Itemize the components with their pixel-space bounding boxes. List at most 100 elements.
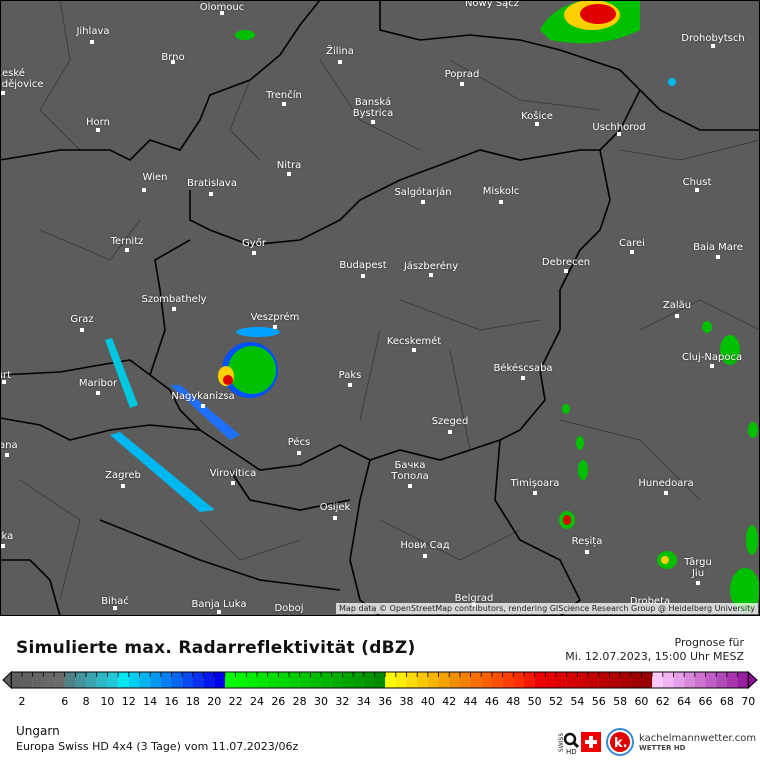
city-label: Banská [354,97,392,108]
city-label: Timișoara [510,478,560,489]
city-marker [716,255,720,259]
scale-arrow-right [747,670,758,690]
svg-text:SWISS: SWISS [558,733,565,752]
city-marker [533,491,537,495]
radar-map[interactable]: Olomouc Nowy Sącz Jihlava Brno Žilina Poprad D… [0,0,760,616]
city-label: Žilina [326,46,354,57]
scale-cell [256,672,268,688]
city-label: Graz [70,314,94,325]
map-layer [0,0,760,616]
scale-cell [75,672,87,688]
radar-echo [223,375,233,385]
city-marker [412,348,416,352]
city-marker [5,453,9,457]
scale-tick-label: 24 [249,695,264,708]
scale-cell [342,672,354,688]
city-label: Klagenfurt [0,370,12,381]
city-label: Košice [521,111,553,122]
color-scale-bar [2,670,758,690]
city-label: Békéscsaba [493,363,553,374]
city-marker [287,172,291,176]
scale-tick-label: 42 [442,695,457,708]
scale-tick-label: 18 [185,695,200,708]
city-marker [348,383,352,387]
scale-tick-label: 46 [484,695,499,708]
scale-cell [235,672,247,688]
city-marker [96,128,100,132]
city-marker [172,307,176,311]
scale-tick-label: 14 [143,695,158,708]
scale-cell [353,672,364,688]
scale-cell [139,672,151,688]
scale-cell [214,672,226,688]
city-label: Maribor [78,378,118,389]
scale-cell [86,672,97,688]
scale-cell [278,672,290,688]
svg-text:HD: HD [566,748,577,755]
scale-tick-label: 62 [655,695,670,708]
city-label: Belgrad [454,593,494,604]
scale-cell [374,672,386,688]
scale-cell [417,672,428,688]
svg-text:k.: k. [614,736,628,751]
scale-cell [705,672,717,688]
brand-name[interactable]: kachelmannwetter.com [639,732,757,744]
magnifier-icon: SWISS HD [558,733,580,755]
scale-cell [726,672,738,688]
city-marker [535,122,539,126]
city-label: Тополa [391,471,429,482]
city-marker [209,192,213,196]
city-label: Нови Сад [400,540,450,551]
scale-cell [310,672,322,688]
city-marker [421,200,425,204]
city-marker [2,380,6,384]
scale-cell [246,672,258,688]
radar-echo [170,385,240,440]
city-marker [711,44,715,48]
scale-cell [267,672,279,688]
radar-echo [580,4,616,24]
city-label: Nitra [276,160,302,171]
scale-cell [491,672,503,688]
scale-tick-label: 50 [527,695,542,708]
city-label: Bihać [101,596,129,607]
scale-cell [11,672,23,688]
scale-cell [406,672,418,688]
city-marker [217,610,221,614]
city-label: Bratislava [187,178,237,189]
radar-echo [748,422,758,438]
radar-echo [661,556,669,564]
city-label: Uschhorod [592,122,646,133]
city-marker [96,391,100,395]
scale-cell [150,672,161,688]
scale-cell [694,672,706,688]
scale-cell [107,672,119,688]
scale-cell [523,672,535,688]
scale-cell [556,672,567,688]
city-label: Nagykanizsa [171,391,235,402]
city-label: Wien [142,172,168,183]
city-marker [585,550,589,554]
model-run: Europa Swiss HD 4x4 (3 Tage) vom 11.07.2… [16,740,299,753]
city-label: Veszprém [250,312,300,323]
radar-echo [110,432,215,512]
city-label: Jászberény [403,261,459,272]
city-marker [201,404,205,408]
forecast-label: Prognose für [674,636,745,649]
city-marker [564,269,568,273]
map-attribution[interactable]: Map data © OpenStreetMap contributors, r… [336,603,758,614]
scale-cell [22,672,33,688]
scale-cell [545,672,557,688]
city-marker [125,248,129,252]
city-marker [695,188,699,192]
scale-cell [684,672,695,688]
forecast-time: Mi. 12.07.2023, 15:00 Uhr MESZ [565,650,744,663]
scale-cell [160,672,172,688]
scale-cell [203,672,215,688]
radar-echo [562,404,570,414]
city-marker [121,484,125,488]
radar-echo [563,515,571,525]
scale-cell [652,672,663,688]
city-marker [408,484,412,488]
scale-cell [620,672,631,688]
